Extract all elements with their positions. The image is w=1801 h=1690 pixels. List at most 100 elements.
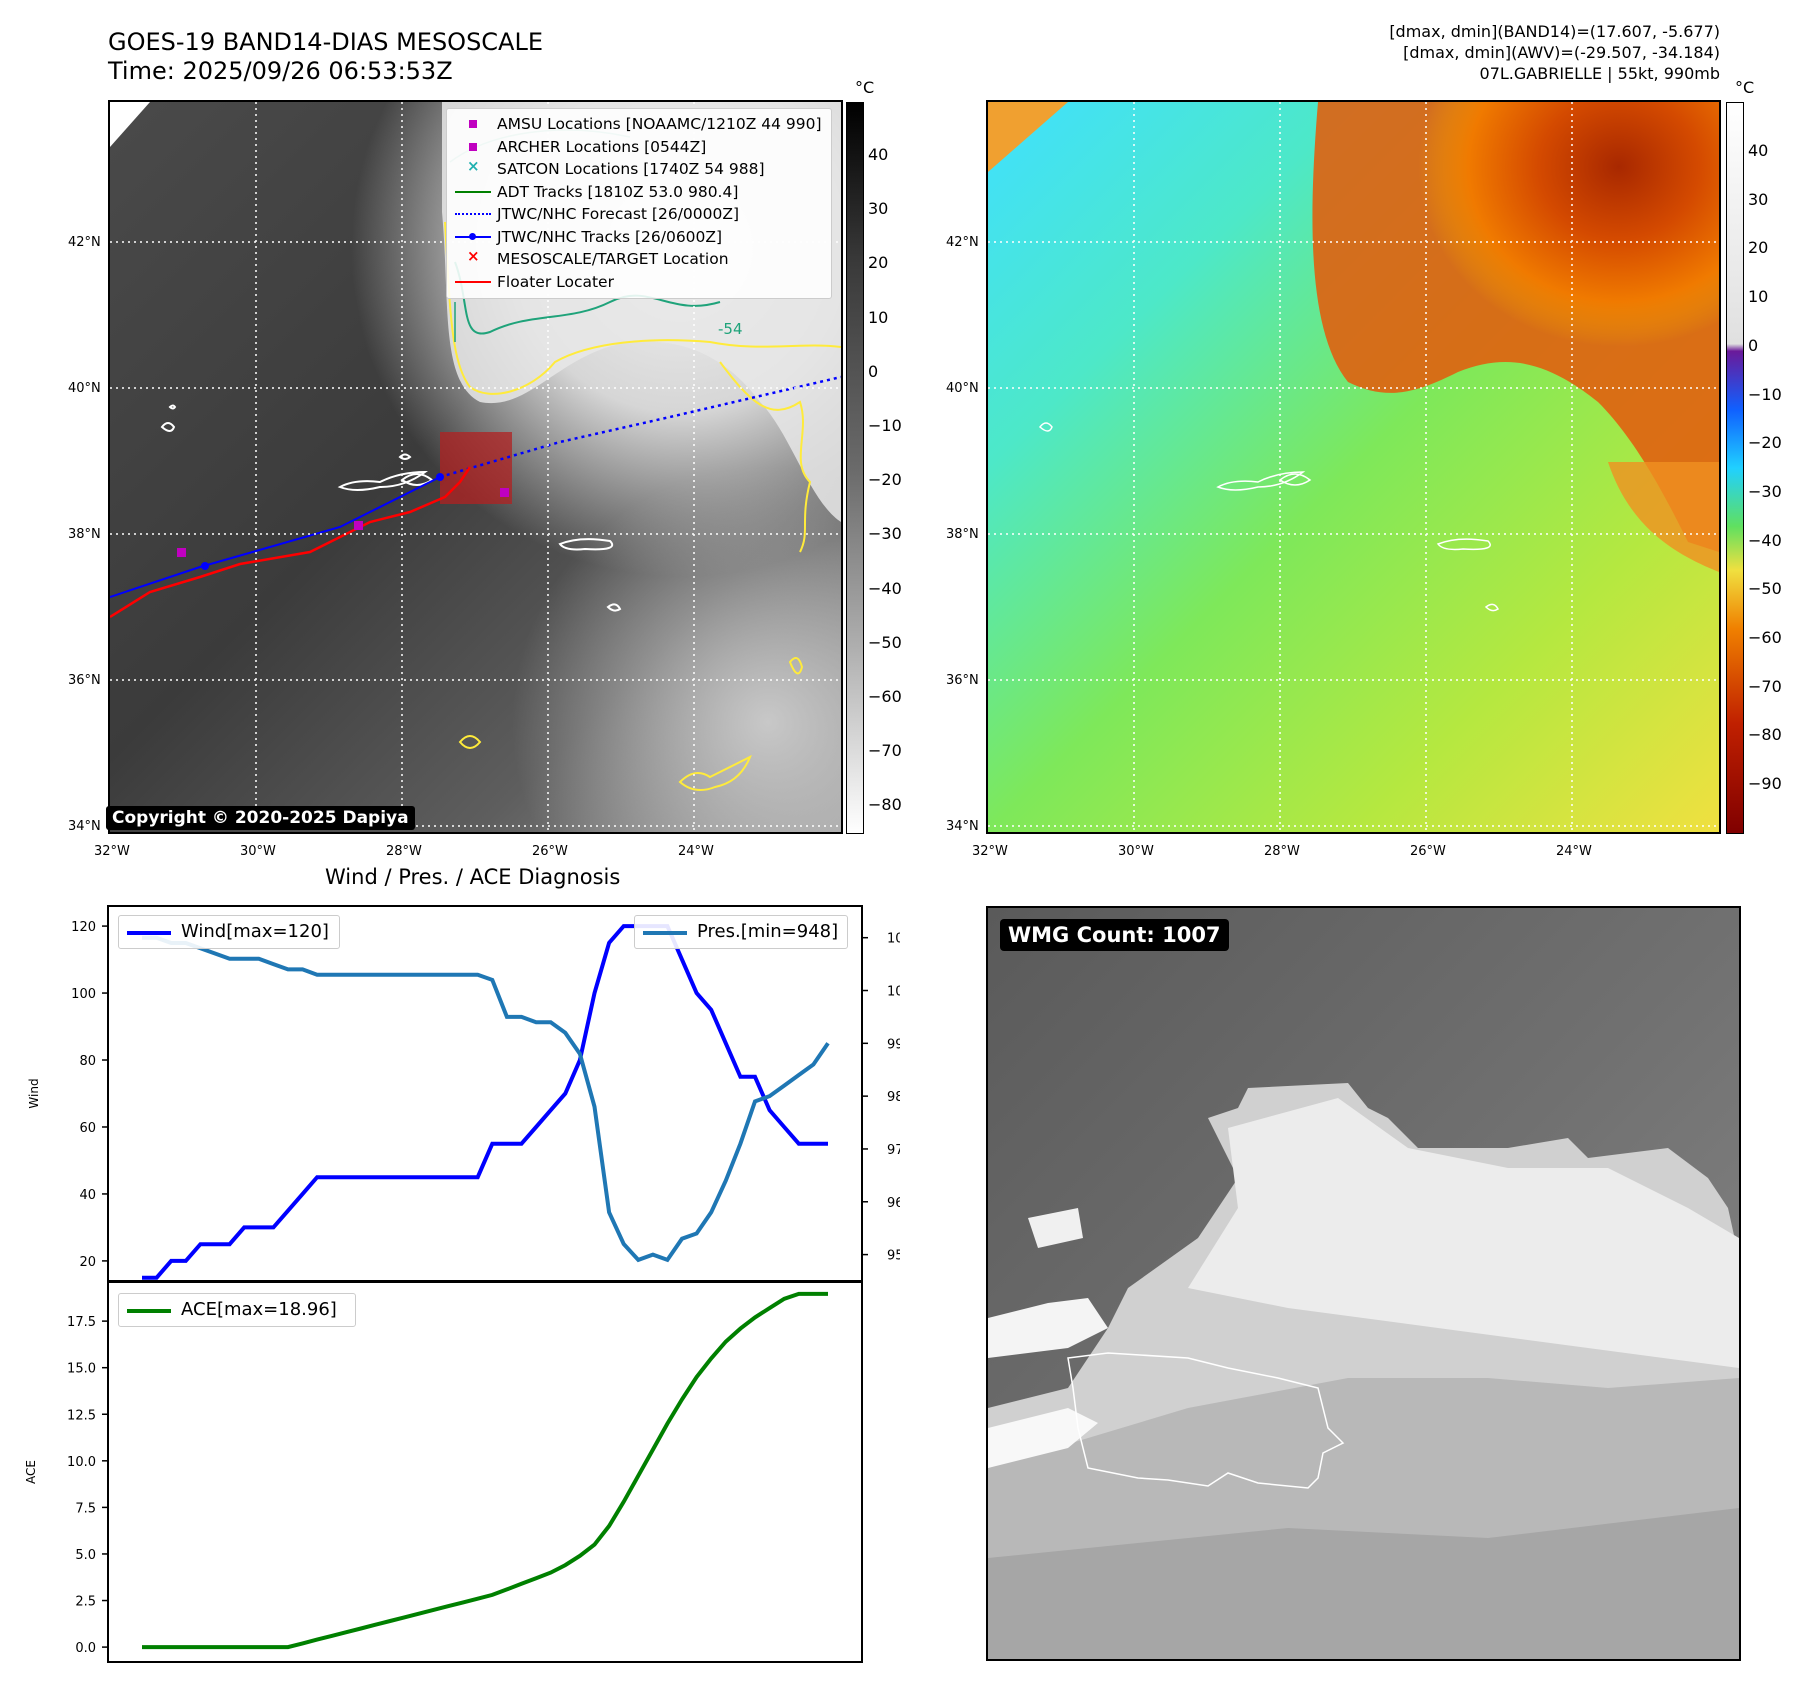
colorbar-tick: −40 [1748,530,1782,550]
lat-label: 34°N [68,819,101,834]
pres-ytick-label: 1000 [887,985,900,1000]
colorbar-tick: 0 [868,361,879,381]
pres-ytick-label: 960 [887,1196,900,1211]
ace-ytick-label: 12.5 [67,1408,96,1423]
colorbar-tick: −60 [868,687,902,706]
ir-colorbar-unit: °C [855,78,875,97]
lon-label: 32°W [972,844,1008,859]
wv-map-panel [986,100,1721,834]
contour-label: -54 [718,320,743,338]
lon-label: 32°W [94,844,130,859]
colorbar-tick: −30 [868,524,902,544]
colorbar-tick: −40 [868,578,902,598]
legend-symbol-square [453,136,493,158]
legend-symbol-dotted [453,203,493,225]
wind-legend: Wind[max=120] [118,915,340,949]
lon-label: 26°W [1410,844,1446,859]
map-legend-label: JTWC/NHC Forecast [26/0000Z] [497,205,740,223]
lon-label: 30°W [240,844,276,859]
map-legend-entry: JTWC/NHC Forecast [26/0000Z] [447,203,831,225]
colorbar-tick: −80 [868,795,902,815]
lat-label: 40°N [68,381,101,396]
diagnosis-title: Wind / Pres. / ACE Diagnosis [325,865,621,889]
map-legend-label: ARCHER Locations [0544Z] [497,137,707,156]
map-legend-entry: × SATCON Locations [1740Z 54 988] [447,157,831,180]
colorbar-tick: −10 [868,416,902,435]
lon-label: 28°W [1264,844,1300,859]
ir-colorbar [846,102,864,834]
colorbar-tick: −90 [1748,774,1782,794]
map-legend-label: SATCON Locations [1740Z 54 988] [497,160,765,178]
info-band14-range: [dmax, dmin](BAND14)=(17.607, -5.677) [1389,22,1720,41]
wind-ylabel: Wind [27,1078,41,1108]
lat-label: 38°N [68,527,101,542]
wind-ytick-label: 80 [79,1054,96,1069]
figure-title: GOES-19 BAND14-DIAS MESOSCALE [108,28,544,56]
colorbar-tick: −70 [1748,676,1782,696]
wmg-image [988,908,1739,1659]
lat-label: 36°N [68,673,101,688]
map-legend-label: MESOSCALE/TARGET Location [497,250,729,268]
pressure-legend: Pres.[min=948] [634,915,848,949]
copyright-badge: Copyright © 2020-2025 Dapiya [106,806,415,830]
wv-colorbar-unit: °C [1735,78,1755,97]
colorbar-tick: −60 [1748,628,1782,647]
colorbar-tick: −20 [868,470,902,490]
lat-label: 38°N [946,527,979,542]
map-legend-entry: JTWC/NHC Tracks [26/0600Z] [447,226,831,248]
legend-symbol-x: × [467,247,480,265]
ace-ytick-label: 2.5 [75,1595,96,1610]
wind-legend-label: Wind[max=120] [181,921,329,942]
lon-label: 26°W [532,844,568,859]
pres-ytick-label: 980 [887,1090,900,1105]
map-legend-entry: Floater Locater [447,271,831,293]
colorbar-tick: 10 [868,307,889,327]
info-awv-range: [dmax, dmin](AWV)=(-29.507, -34.184) [1403,43,1720,62]
lat-label: 40°N [946,381,979,396]
legend-symbol-line-dot [453,226,493,248]
colorbar-tick: 10 [1748,287,1769,307]
ace-legend: ACE[max=18.96] [118,1293,356,1327]
wind-ytick-label: 120 [71,920,96,935]
colorbar-tick: 40 [868,145,889,164]
colorbar-tick: 20 [868,253,889,273]
pressure-series-line [142,935,830,1263]
legend-symbol-line [453,271,493,293]
legend-symbol-x: × [467,157,480,175]
wind-ytick-label: 60 [79,1121,96,1136]
ace-chart: 0.0 2.5 5.0 7.5 10.0 12.5 15.0 17.5 ACE [24,1281,863,1663]
pres-ytick-label: 990 [887,1037,900,1052]
colorbar-tick: 30 [868,199,889,219]
map-legend-entry: ARCHER Locations [0544Z] [447,136,831,158]
figure-time: Time: 2025/09/26 06:53:53Z [108,57,453,85]
ace-legend-label: ACE[max=18.96] [181,1299,337,1320]
colorbar-tick: −20 [1748,433,1782,453]
lon-label: 28°W [386,844,422,859]
lon-label: 24°W [1556,844,1592,859]
pressure-legend-label: Pres.[min=948] [697,921,839,942]
colorbar-tick: 20 [1748,238,1769,258]
legend-symbol-square [453,113,493,135]
colorbar-tick: 30 [1748,189,1769,209]
colorbar-tick: 0 [1748,335,1759,355]
map-legend-label: Floater Locater [497,272,614,291]
ace-ytick-label: 17.5 [67,1315,96,1330]
ace-ytick-label: 15.0 [67,1362,96,1377]
wind-ytick-label: 20 [79,1255,96,1270]
lon-label: 30°W [1118,844,1154,859]
ace-plot-frame [107,1281,863,1663]
colorbar-tick: −10 [1748,384,1782,404]
ace-ylabel: ACE [24,1460,38,1484]
lat-label: 36°N [946,673,979,688]
wind-ytick-label: 40 [79,1188,96,1203]
colorbar-tick: −50 [1748,579,1782,599]
wmg-panel [986,906,1741,1661]
colorbar-tick: −30 [1748,481,1782,501]
map-legend: AMSU Locations [NOAAMC/1210Z 44 990] ARCH… [446,108,832,299]
map-legend-entry: AMSU Locations [NOAAMC/1210Z 44 990] [447,113,831,135]
wv-colorbar [1726,102,1744,834]
lat-label: 34°N [946,819,979,834]
pres-ytick-label: 950 [887,1249,900,1264]
